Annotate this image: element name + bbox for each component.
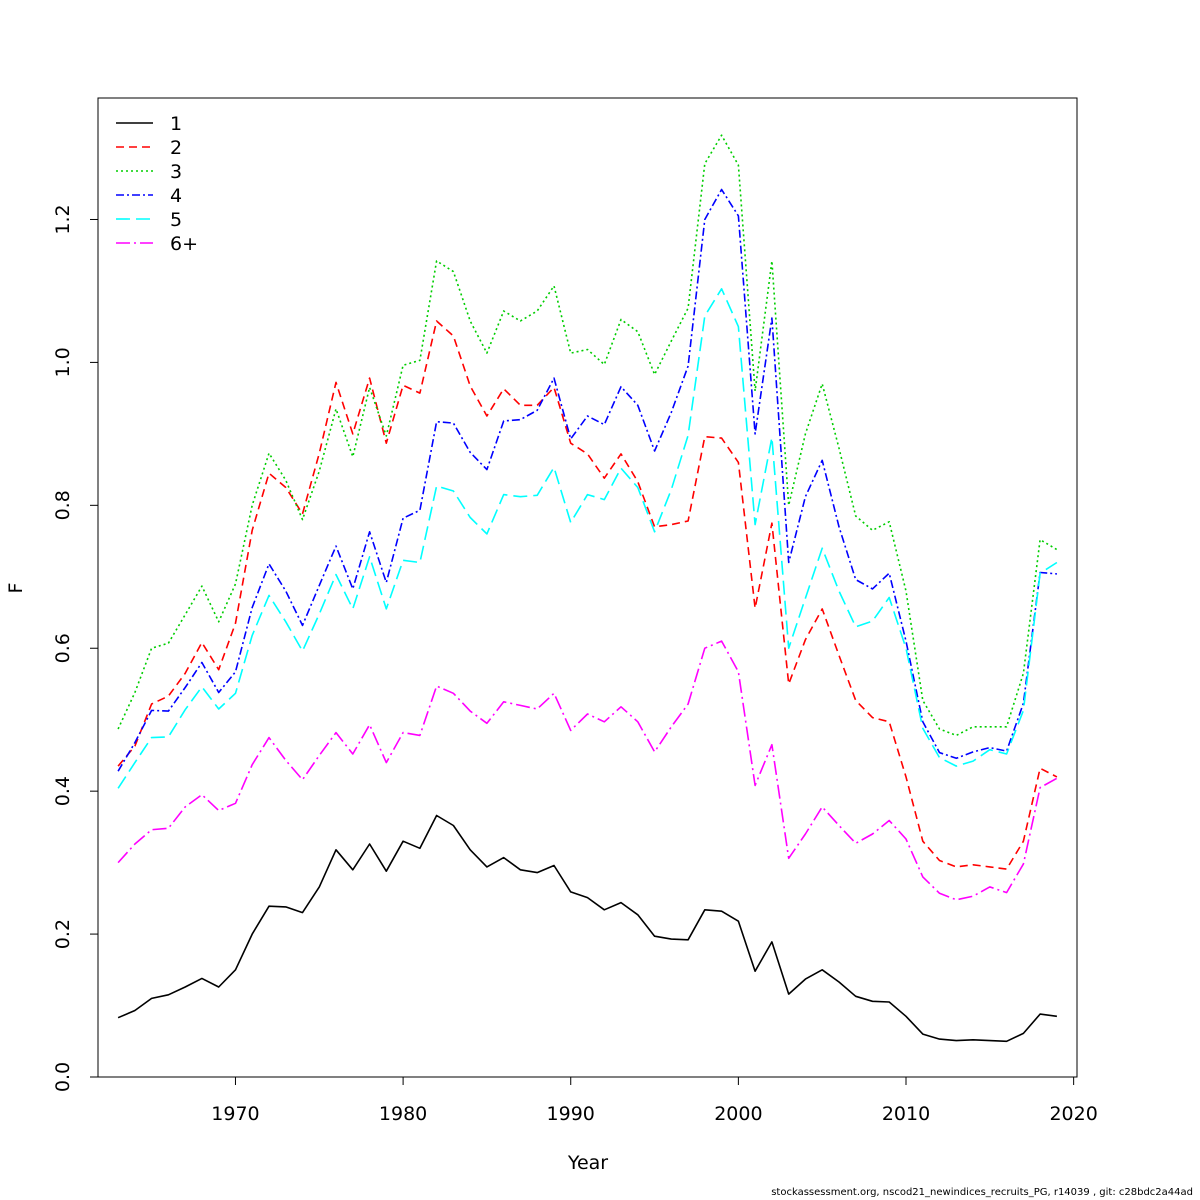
series-layer	[117, 134, 1058, 1043]
footer-note: stockassessment.org, nscod21_newindices_…	[771, 1187, 1193, 1198]
x-tick-label: 2010	[882, 1103, 930, 1125]
series-line-5	[117, 287, 1058, 789]
x-tick-label: 1970	[211, 1103, 259, 1125]
y-tick-label: 1.2	[52, 204, 74, 234]
y-axis: 0.0 0.2 0.4 0.6 0.8 1.0 1.2	[52, 204, 99, 1092]
series-line-4	[117, 188, 1057, 772]
legend-label-2: 2	[170, 137, 182, 159]
plot-frame	[97, 97, 1078, 1078]
legend-label-1: 1	[170, 113, 182, 135]
y-tick-label: 0.8	[52, 490, 74, 520]
x-axis: 1970 1980 1990 2000 2010 2020	[211, 1076, 1098, 1125]
legend-label-3: 3	[170, 161, 182, 183]
legend-label-6: 6+	[170, 233, 198, 255]
series-line-6	[117, 640, 1058, 901]
series-line-1	[117, 814, 1058, 1043]
x-tick-label: 1990	[547, 1103, 595, 1125]
x-tick-label: 1980	[379, 1103, 427, 1125]
y-tick-label: 0.2	[52, 919, 74, 949]
legend-label-5: 5	[170, 209, 182, 231]
series-line-2	[117, 320, 1058, 870]
y-axis-title: F	[5, 583, 27, 594]
y-tick-label: 0.6	[52, 633, 74, 663]
y-tick-label: 1.0	[52, 347, 74, 377]
x-tick-label: 2000	[714, 1103, 762, 1125]
x-axis-title: Year	[567, 1152, 608, 1174]
y-tick-label: 0.4	[52, 776, 74, 806]
y-tick-label: 0.0	[52, 1062, 74, 1092]
series-line-3	[117, 134, 1058, 737]
legend-label-4: 4	[170, 185, 182, 207]
x-tick-label: 2020	[1049, 1103, 1097, 1125]
